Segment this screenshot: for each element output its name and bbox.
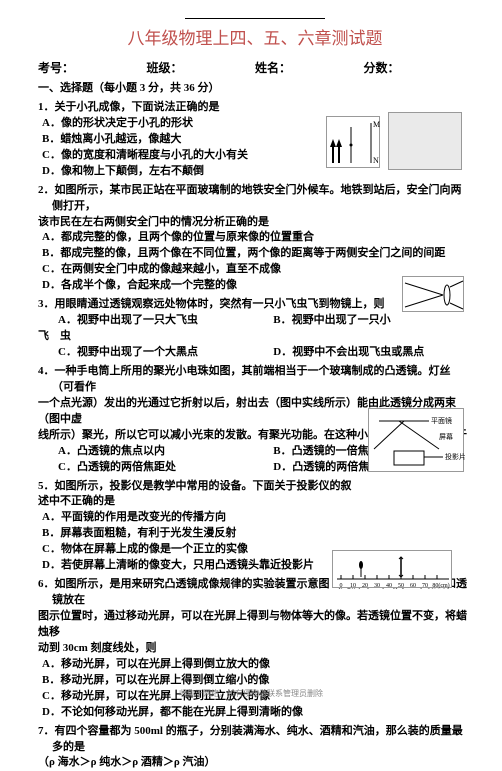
class-label: 班级：	[147, 60, 256, 77]
q2-B: B．都成完整的像，且两个像在不同位置，两个像的距离等于两侧安全门之间的间距	[38, 246, 472, 262]
q2-A: A．都成完整的像，且两个像的位置与原来像的位置重合	[38, 230, 472, 246]
q3-A: A．视野中出现了一只大飞虫	[58, 313, 273, 329]
ruler-t6: 60	[410, 583, 416, 589]
ruler-t4: 40	[386, 583, 392, 589]
ruler-t8: 80(cm)	[432, 582, 449, 589]
fig1-M-label: M	[373, 120, 380, 129]
q3-mid: 飞 虫	[38, 329, 472, 345]
q4-A: A．凸透镜的焦点以内	[58, 444, 273, 460]
name-label: 姓名：	[255, 60, 364, 77]
footer-text: 收集于网络，如有侵权请联系管理员删除	[0, 688, 502, 700]
ruler-t5: 50	[398, 583, 404, 589]
fig4-screen-label: 屏幕	[439, 432, 453, 441]
q3-D: D．视野中不会出现飞虫或黑点	[273, 345, 424, 361]
q3-row-CD: C．视野中出现了一个大黑点 D．视野中不会出现飞虫或黑点	[38, 345, 472, 361]
q5-line1: 5．如图所示，投影仪是教学中常用的设备。下面关于投影仪的叙	[38, 479, 472, 495]
q6-B: B．移动光屏，可以在光屏上得到倒立缩小的像	[38, 673, 472, 689]
ruler-t7: 70	[422, 583, 428, 589]
fig4-mirror-label: 平面镜	[431, 416, 452, 425]
q6-line3: 动到 30cm 刻度线处，则	[38, 641, 472, 657]
figure-projector: 平面镜 投影片 屏幕	[368, 408, 464, 472]
ruler-t1: 10	[350, 583, 356, 589]
q7-line2: （ρ 海水＞ρ 纯水＞ρ 酒精＞ρ 汽油）	[38, 755, 472, 771]
ruler-t2: 20	[362, 583, 368, 589]
fig4-slide-label: 投影片	[445, 452, 465, 461]
q2-line1: 2．如图所示，某市民正站在平面玻璃制的地铁安全门外候车。地铁到站后，安全门向两侧…	[38, 183, 472, 215]
q2-line2: 该市民在左右两侧安全门中的情况分析正确的是	[38, 215, 472, 231]
ruler-t0: 0	[340, 583, 343, 589]
q6-line2: 图示位置时，通过移动光屏，可以在光屏上得到与物体等大的像。若透镜位置不变，将蜡烛…	[38, 609, 472, 641]
q3-C: C．视野中出现了一个大黑点	[58, 345, 273, 361]
q3-row-AB: A．视野中出现了一只大飞虫 B．视野中出现了一只小	[38, 313, 472, 329]
q4-line1: 4．一种手电筒上所用的聚光小电珠如图，其前端相当于一个玻璃制成的凸透镜。灯丝（可…	[38, 364, 472, 396]
exam-no-label: 考号：	[38, 60, 147, 77]
q4-C: C．凸透镜的两倍焦距处	[58, 460, 273, 476]
score-label: 分数：	[364, 60, 473, 77]
figure-optical-bench: 0 10 20 30 40 50 60 70 80(cm)	[332, 550, 452, 588]
page-title: 八年级物理上四、五、六章测试题	[38, 27, 472, 52]
header-row: 考号： 班级： 姓名： 分数：	[38, 60, 472, 77]
top-divider	[185, 18, 325, 19]
q5-A: A．平面镜的作用是改变光的传播方向	[38, 510, 472, 526]
figure-lens	[402, 276, 464, 312]
q6-A: A．移动光屏，可以在光屏上得到倒立放大的像	[38, 657, 472, 673]
q5-B: B．屏幕表面粗糙，有利于光发生漫反射	[38, 526, 472, 542]
fig1-N-label: N	[373, 156, 379, 165]
q3-B: B．视野中出现了一只小	[273, 313, 390, 329]
q6-D: D．不论如何移动光屏，都不能在光屏上得到清晰的像	[38, 705, 472, 721]
ruler-t3: 30	[374, 583, 380, 589]
q5-line2: 述中不正确的是	[38, 494, 472, 510]
figure-metro-photo	[388, 112, 462, 170]
section1-title: 一、选择题（每小题 3 分，共 36 分）	[38, 81, 472, 97]
figure-pinhole: M N	[326, 116, 380, 168]
q7-line1: 7．有四个容量都为 500ml 的瓶子，分别装满海水、纯水、酒精和汽油，那么装的…	[38, 724, 472, 756]
